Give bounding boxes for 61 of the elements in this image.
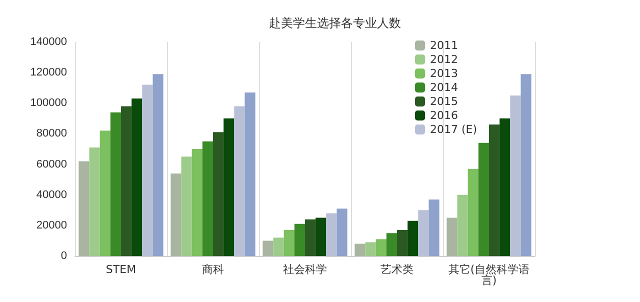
bar [262, 240, 274, 256]
legend-label: 2016 [430, 109, 458, 122]
y-tick-label: 140000 [30, 36, 67, 48]
y-tick-label: 40000 [36, 188, 67, 201]
y-tick-label: 0 [60, 250, 67, 262]
bar [489, 124, 500, 256]
bar [294, 224, 305, 256]
bar [202, 141, 213, 256]
bar [192, 149, 202, 256]
x-tick-label: 社会科学 [283, 263, 327, 276]
bar [305, 219, 316, 256]
bar [213, 132, 224, 256]
bar [510, 96, 521, 256]
bar [408, 220, 418, 256]
bar [78, 161, 90, 256]
legend-label: 2015 [430, 95, 458, 108]
bar [284, 230, 294, 256]
bar [181, 156, 192, 256]
bar [100, 130, 110, 256]
y-tick-label: 60000 [36, 158, 67, 170]
bar [142, 84, 153, 256]
bar [457, 194, 468, 256]
x-tick-label: 艺术类 [380, 263, 414, 276]
bar [376, 239, 386, 256]
bar [89, 147, 100, 256]
bar [316, 218, 326, 256]
bar [365, 242, 376, 256]
y-tick-label: 20000 [36, 219, 67, 232]
x-tick-label: STEM [106, 263, 136, 276]
y-tick-label: 120000 [30, 66, 67, 79]
bar [386, 233, 397, 256]
bar [418, 210, 429, 256]
bar [132, 98, 142, 256]
legend-label: 2017 (E) [430, 123, 478, 136]
bar [336, 208, 348, 256]
bar [224, 118, 234, 256]
bar [354, 244, 366, 256]
legend-label: 2013 [430, 67, 458, 80]
bar [273, 238, 284, 256]
bar [110, 112, 121, 256]
bar [500, 118, 510, 256]
y-tick-label: 100000 [30, 97, 67, 110]
legend-label: 2011 [430, 39, 458, 52]
bar [121, 106, 132, 256]
bar [326, 213, 337, 256]
bar [428, 199, 440, 256]
bar [170, 173, 182, 256]
legend-label: 2014 [430, 81, 458, 94]
bar [468, 168, 478, 256]
bar [152, 74, 164, 256]
legend-label: 2012 [430, 53, 458, 66]
x-tick-label: 其它(自然科学语言) [448, 263, 530, 287]
bar [520, 74, 532, 256]
bar [397, 230, 408, 256]
bar [234, 106, 245, 256]
chart-title: 赴美学生选择各专业人数 [269, 16, 401, 30]
bar [446, 218, 458, 256]
y-tick-label: 80000 [36, 128, 67, 140]
x-tick-label: 商科 [202, 263, 224, 276]
bar [244, 92, 256, 256]
bar [478, 142, 489, 256]
